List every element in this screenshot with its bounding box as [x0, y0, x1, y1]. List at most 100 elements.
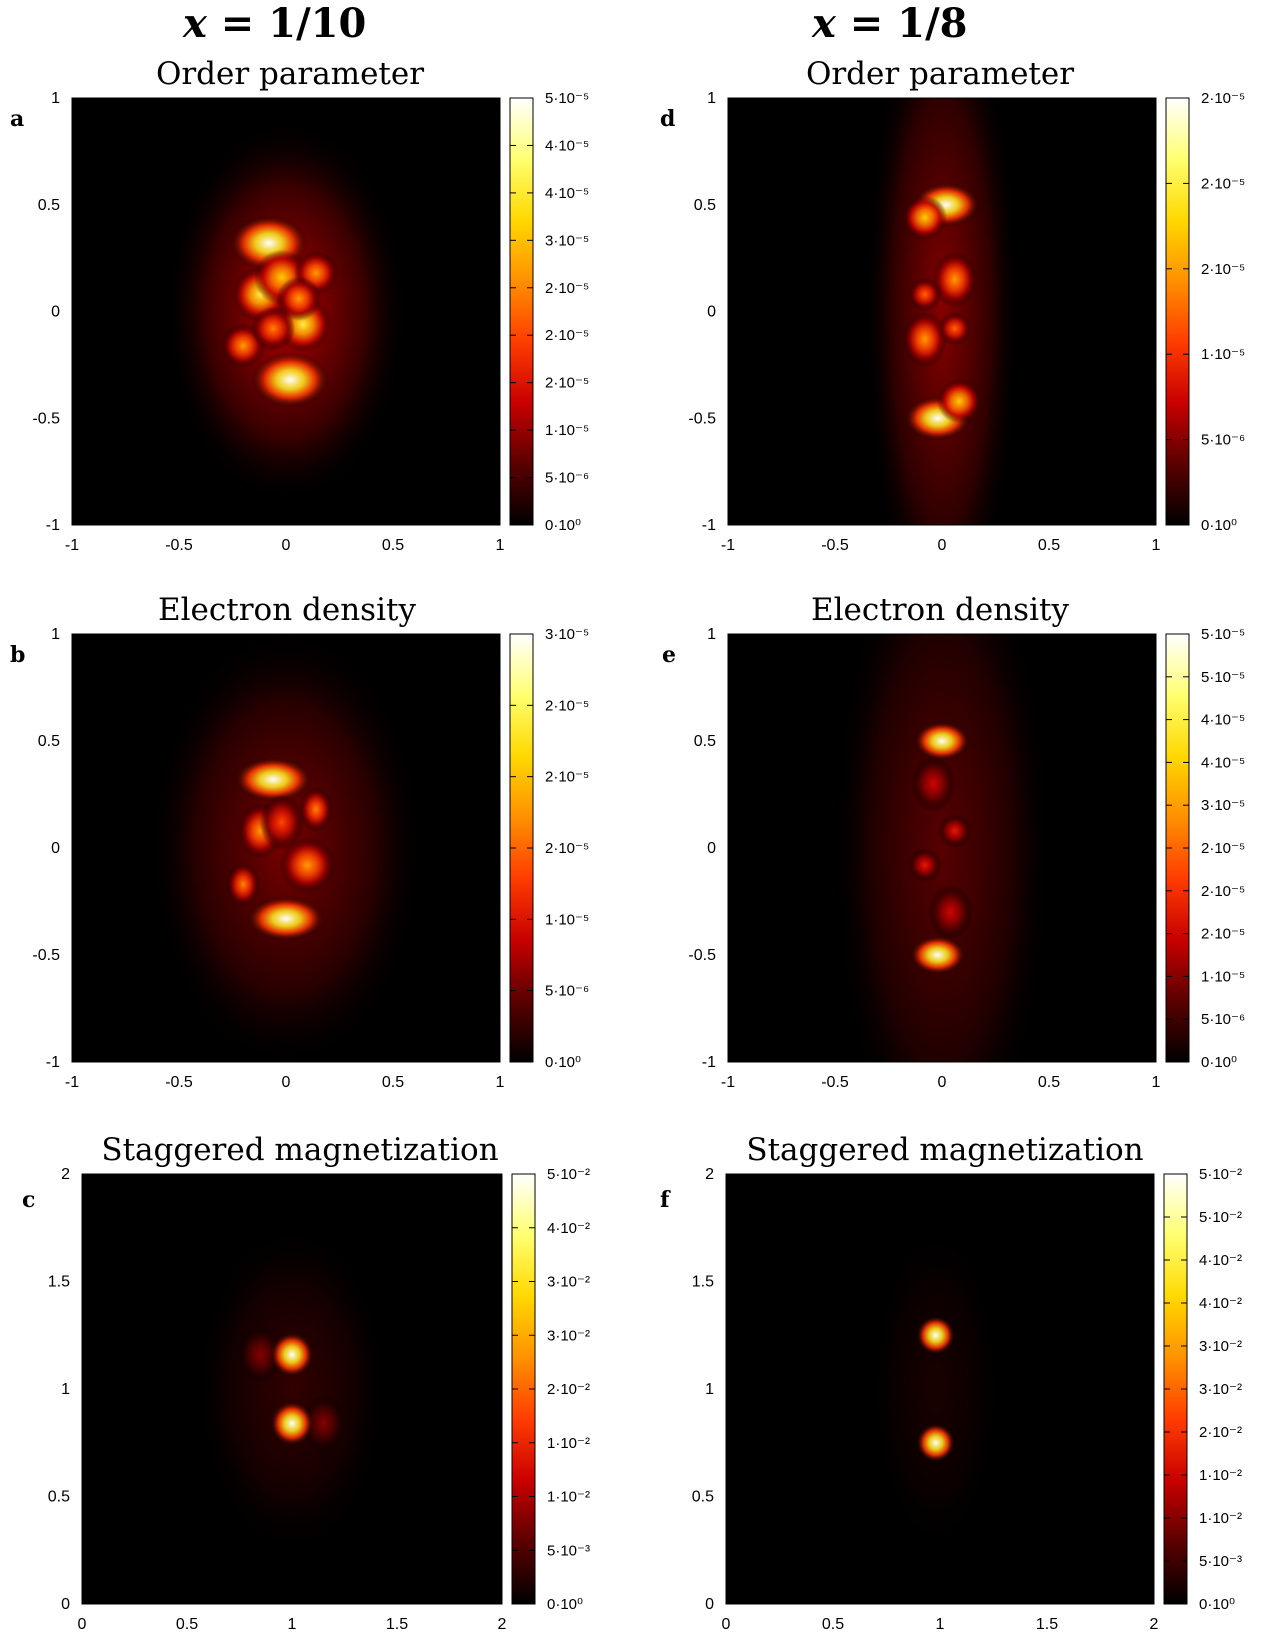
- panel-title: Order parameter: [806, 56, 1074, 92]
- y-tick-label: 0: [707, 840, 716, 857]
- heatmap-blob: [251, 352, 330, 408]
- heatmap-blob: [234, 757, 313, 802]
- y-tick-label: -0.5: [688, 410, 716, 427]
- x-tick-label: 1: [496, 1074, 505, 1091]
- panel-label: b: [10, 642, 25, 668]
- colorbar-tick-label: 1·10⁻²: [547, 1435, 590, 1452]
- panel-d: Order parameter d -1 -0.5 0 0.5 1 -1 -0.5 0 0.5 1 0·…: [660, 56, 1245, 554]
- x-tick-label: 1.5: [1036, 1616, 1058, 1633]
- heatmap-blob: [936, 378, 982, 424]
- y-tick-label: 0.5: [694, 197, 716, 214]
- x-tick-label: 0: [938, 537, 947, 554]
- y-tick-label: 2: [705, 1166, 714, 1183]
- heatmap-blob: [908, 277, 942, 312]
- y-tick-label: 0.5: [692, 1489, 714, 1506]
- x-tick-label: 0: [78, 1616, 87, 1633]
- heatmap-blob: [299, 787, 333, 832]
- y-tick-label: 2: [61, 1166, 70, 1183]
- x-tick-label: 0: [282, 537, 291, 554]
- column-title-eq: =: [206, 0, 269, 47]
- x-tick-label: 1: [496, 537, 505, 554]
- x-tick-label: 1: [288, 1616, 297, 1633]
- panel-title: Staggered magnetization: [746, 1132, 1143, 1168]
- y-tick-label: 0.5: [48, 1489, 70, 1506]
- colorbar-tick-label: 0·10⁰: [1199, 1596, 1235, 1613]
- y-tick-label: 0.5: [38, 197, 60, 214]
- y-tick-label: -1: [46, 517, 60, 534]
- panel-label: a: [10, 106, 24, 132]
- colorbar-tick-label: 4·10⁻⁵: [1201, 712, 1245, 729]
- x-tick-label: 1: [1152, 1074, 1161, 1091]
- heatmap-blob: [914, 721, 970, 761]
- panel-label: d: [660, 106, 675, 132]
- x-tick-label: -0.5: [165, 1074, 193, 1091]
- colorbar-tick-label: 5·10⁻⁶: [1201, 1011, 1245, 1028]
- colorbar-tick-label: 5·10⁻⁶: [545, 983, 589, 1000]
- colorbar-tick-label: 1·10⁻⁵: [545, 422, 589, 439]
- x-tick-label: -0.5: [821, 1074, 849, 1091]
- colorbar-tick-label: 0·10⁰: [1201, 1054, 1237, 1071]
- y-tick-label: -1: [702, 1054, 716, 1071]
- heatmap-blob: [279, 837, 336, 893]
- y-tick-label: 1: [51, 90, 60, 107]
- heatmap-blob: [864, 98, 1020, 525]
- column-title-eq: =: [835, 0, 898, 47]
- y-tick-label: 1: [51, 626, 60, 643]
- colorbar-tick-label: 1·10⁻²: [1199, 1510, 1242, 1527]
- heatmap-blob: [247, 896, 325, 941]
- heatmap-blob: [276, 276, 322, 321]
- y-tick-label: 1.5: [692, 1274, 714, 1291]
- heatmap-blob: [902, 311, 948, 368]
- colorbar-tick-label: 1·10⁻²: [1199, 1467, 1242, 1484]
- heatmap-blobs: [868, 1221, 1003, 1557]
- x-tick-label: 0.5: [1038, 1074, 1060, 1091]
- colorbar-tick-label: 1·10⁻²: [547, 1489, 590, 1506]
- heatmap-blob: [938, 311, 972, 346]
- y-tick-label: -1: [46, 1054, 60, 1071]
- x-tick-label: 0: [282, 1074, 291, 1091]
- panel-c: Staggered magnetization c 0 0.5 1 1.5 2 0 0.5 1 1.…: [22, 1132, 590, 1633]
- heatmap-blob: [932, 251, 978, 308]
- colorbar: [509, 97, 534, 526]
- heatmap-blob: [193, 1221, 391, 1557]
- colorbar-tick-label: 3·10⁻⁵: [1201, 797, 1245, 814]
- y-tick-label: 0: [51, 304, 60, 321]
- colorbar-tick-label: 3·10⁻⁵: [545, 232, 589, 249]
- y-tick-label: 1: [707, 90, 716, 107]
- heatmap-blob: [868, 1221, 1003, 1557]
- colorbar-tick-label: 3·10⁻⁵: [545, 626, 589, 643]
- panel-a: Order parameter a -1 -0.5 0 0.5 1 -1 -0.5 0 0.5 1 0·…: [10, 56, 589, 554]
- colorbar-tick-label: 2·10⁻⁵: [1201, 175, 1245, 192]
- colorbar-tick-label: 0·10⁰: [545, 517, 581, 534]
- x-tick-label: 0.5: [382, 1074, 404, 1091]
- panel-title: Electron density: [158, 592, 416, 628]
- colorbar-tick-label: 2·10⁻⁵: [545, 375, 589, 392]
- column-title-right: x = 1/8: [812, 0, 968, 47]
- column-title-left: x = 1/10: [183, 0, 366, 47]
- x-tick-label: 0.5: [176, 1616, 198, 1633]
- panel-f: Staggered magnetization f 0 0.5 1 1.5 2 0 0.5 1 1.…: [660, 1132, 1242, 1633]
- x-tick-label: 0: [938, 1074, 947, 1091]
- column-title-value: 1/8: [897, 0, 968, 47]
- colorbar-tick-label: 0·10⁰: [547, 1596, 583, 1613]
- colorbar-tick-label: 0·10⁰: [1201, 517, 1237, 534]
- x-tick-label: 0.5: [382, 537, 404, 554]
- x-tick-label: -0.5: [821, 537, 849, 554]
- colorbar-tick-label: 1·10⁻⁵: [545, 911, 589, 928]
- y-tick-label: -1: [702, 517, 716, 534]
- colorbar-tick-label: 1·10⁻⁵: [1201, 346, 1245, 363]
- heatmap-blob: [902, 195, 948, 240]
- y-tick-label: 1: [61, 1381, 70, 1398]
- y-tick-label: 0.5: [38, 733, 60, 750]
- colorbar-tick-label: 2·10⁻⁵: [545, 280, 589, 297]
- heatmap-blob: [226, 862, 260, 907]
- heatmap-blob: [259, 794, 304, 851]
- colorbar-tick-label: 2·10⁻⁵: [545, 327, 589, 344]
- plot-frame: [71, 97, 501, 526]
- panel-title: Order parameter: [156, 56, 424, 92]
- colorbar-tick-label: 2·10⁻⁵: [1201, 261, 1245, 278]
- panel-label: c: [22, 1187, 35, 1213]
- heatmap-blob: [908, 848, 942, 882]
- x-tick-label: -1: [721, 537, 735, 554]
- panel-title: Staggered magnetization: [101, 1132, 498, 1168]
